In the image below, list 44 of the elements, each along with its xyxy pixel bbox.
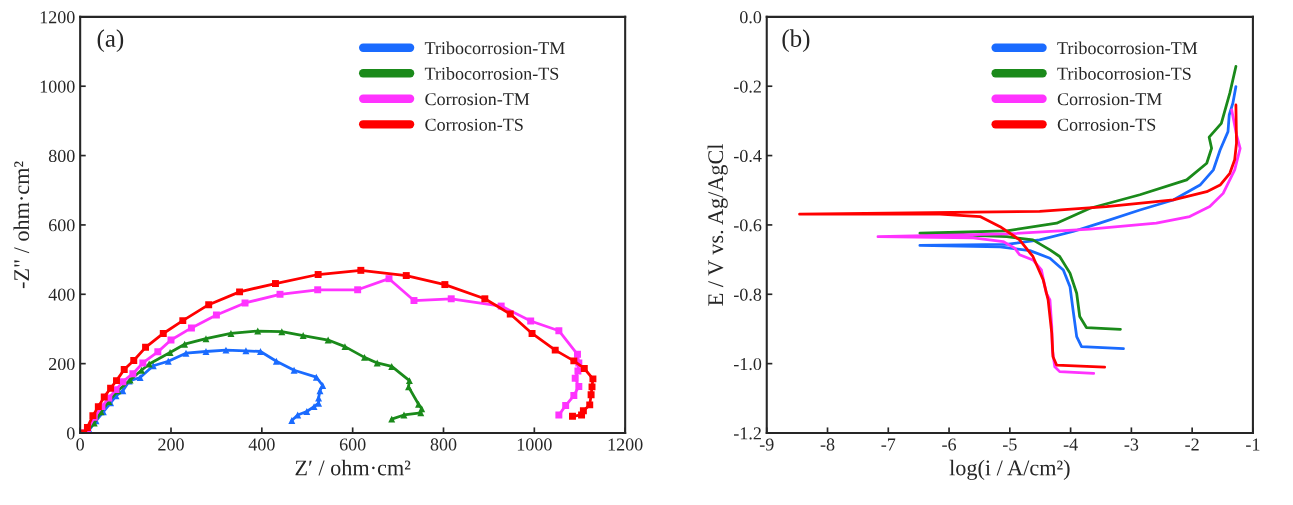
- y-axis-title: E / V vs. Ag/AgCl: [707, 143, 728, 306]
- x-tick-label: -1: [1246, 438, 1260, 451]
- y-tick-label: -1.0: [733, 357, 762, 371]
- y-tick-label: 1000: [40, 80, 75, 93]
- x-tick-label: -4: [1063, 438, 1078, 451]
- legend-label: Corrosion-TM: [425, 93, 530, 106]
- legend-label: Tribocorrosion-TM: [1057, 41, 1198, 55]
- y-tick-label: -0.4: [733, 149, 762, 163]
- x-tick-label: 600: [339, 438, 366, 451]
- legend-label: Corrosion-TS: [1057, 118, 1156, 131]
- y-tick-label: 600: [49, 219, 75, 232]
- x-tick-label: 800: [430, 438, 457, 451]
- x-tick-label: 200: [158, 438, 184, 451]
- x-tick-label: 0: [76, 438, 84, 451]
- x-axis-title: Z′ / ohm·cm²: [295, 459, 411, 476]
- x-tick-label: 1200: [608, 438, 643, 451]
- x-tick-label: -3: [1124, 438, 1139, 451]
- x-tick-label: -2: [1185, 438, 1199, 451]
- y-axis-title: -Z" / ohm·cm²: [13, 161, 30, 289]
- x-tick-label: -5: [1002, 438, 1017, 451]
- x-tick-label: -6: [942, 438, 957, 451]
- x-tick-label: -9: [759, 438, 774, 451]
- y-tick-label: 800: [48, 149, 75, 163]
- y-tick-label: -1.2: [733, 427, 761, 440]
- y-tick-label: -0.6: [733, 219, 762, 232]
- legend-label: Corrosion-TM: [1057, 93, 1162, 106]
- annotation: (a): [97, 29, 124, 53]
- x-tick-label: 1000: [517, 438, 552, 451]
- y-tick-label: 0.0: [740, 11, 762, 24]
- legend-label: Tribocorrosion-TM: [424, 41, 565, 55]
- legend-label: Tribocorrosion-TS: [424, 67, 559, 80]
- y-tick-label: 1200: [40, 11, 75, 24]
- legend-label: Tribocorrosion-TS: [1057, 67, 1191, 80]
- y-tick-label: 200: [49, 357, 75, 371]
- x-tick-label: -7: [881, 438, 896, 451]
- legend-label: Corrosion-TS: [425, 118, 523, 131]
- y-tick-label: 400: [48, 288, 75, 301]
- x-tick-label: -8: [820, 438, 835, 451]
- y-tick-label: 0: [66, 427, 75, 440]
- y-tick-label: -0.8: [733, 288, 762, 301]
- y-tick-label: -0.2: [733, 80, 761, 93]
- x-axis-title: log(i / A/cm²): [949, 459, 1070, 480]
- annotation: (b): [782, 29, 810, 53]
- x-tick-label: 400: [248, 438, 275, 451]
